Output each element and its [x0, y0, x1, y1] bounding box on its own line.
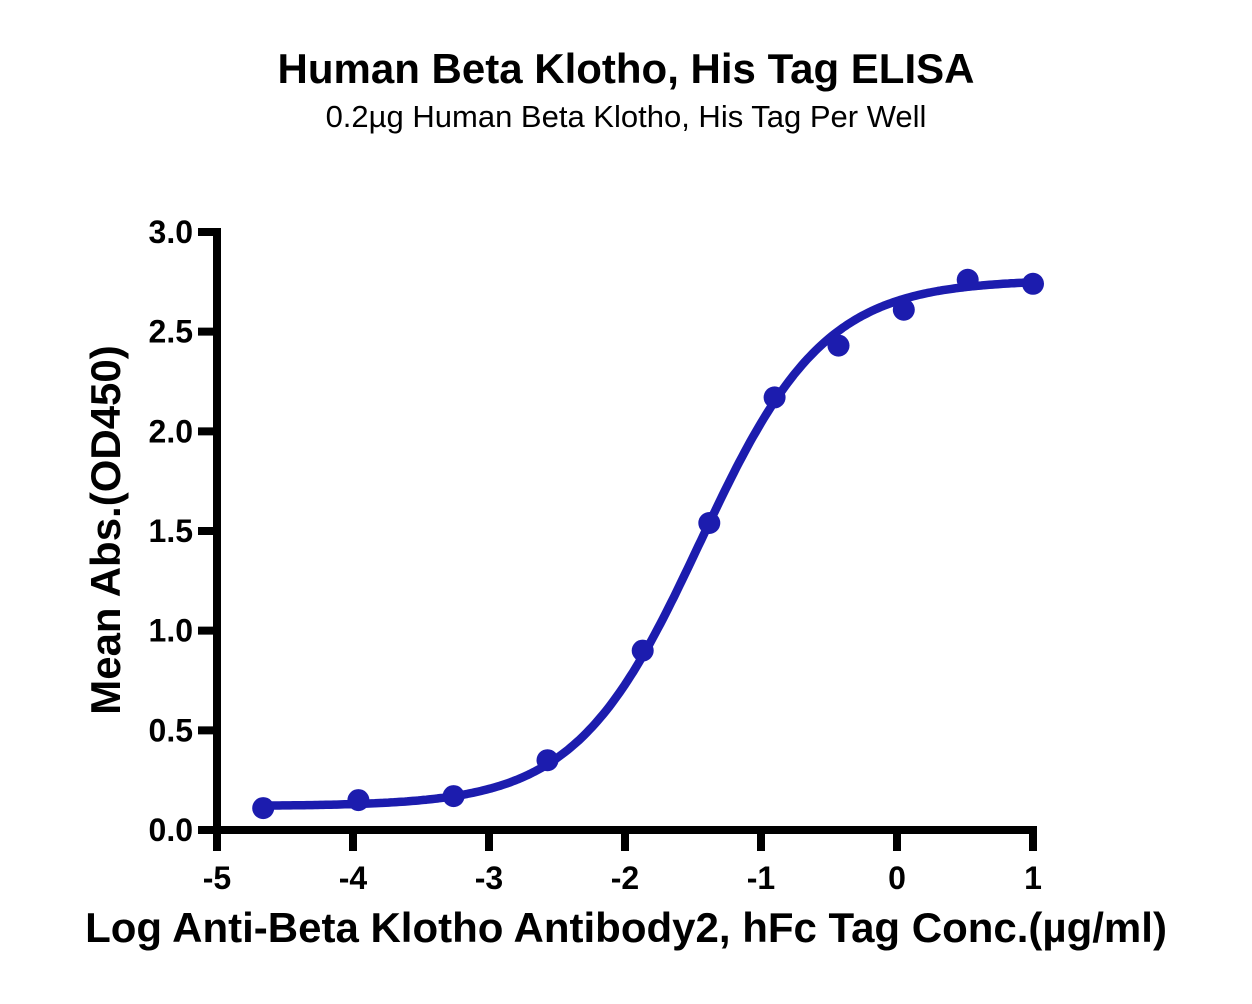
data-point	[827, 334, 850, 357]
x-tick-label: 0	[888, 860, 906, 896]
x-tick-label: -5	[203, 860, 231, 896]
fit-curve	[258, 278, 1038, 810]
x-axis-label: Log Anti-Beta Klotho Antibody2, hFc Tag …	[85, 904, 1167, 951]
x-tick-label: -3	[475, 860, 503, 896]
chart-subtitle: 0.2µg Human Beta Klotho, His Tag Per Wel…	[325, 99, 927, 134]
y-tick-label: 2.5	[149, 314, 193, 350]
data-point	[956, 268, 979, 291]
y-tick-label: 1.0	[149, 613, 193, 649]
chart-title: Human Beta Klotho, His Tag ELISA	[277, 45, 975, 92]
data-point	[1022, 272, 1044, 295]
data-point	[536, 749, 559, 772]
data-point	[442, 785, 465, 808]
x-tick-label: -1	[747, 860, 775, 896]
x-tick-label: -2	[611, 860, 639, 896]
y-tick-label: 0.0	[149, 812, 193, 848]
y-tick-label: 1.5	[149, 513, 193, 549]
data-point	[698, 512, 721, 534]
data-point	[892, 298, 915, 321]
y-tick-label: 0.5	[149, 712, 193, 748]
data-point	[763, 386, 786, 409]
data-point	[631, 639, 654, 662]
x-tick-label: -4	[339, 860, 368, 896]
data-point	[347, 789, 370, 812]
y-tick-label: 2.0	[149, 413, 193, 449]
y-tick-label: 3.0	[149, 214, 193, 250]
data-point	[252, 797, 275, 820]
x-tick-label: 1	[1024, 860, 1042, 896]
